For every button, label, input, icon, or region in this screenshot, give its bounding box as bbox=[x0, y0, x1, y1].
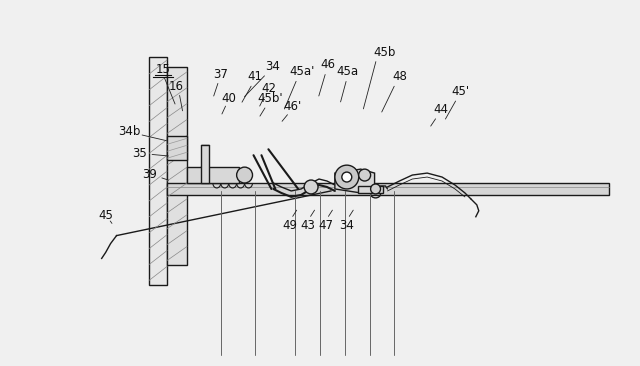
Bar bbox=[358, 186, 383, 193]
Circle shape bbox=[304, 180, 318, 194]
Text: 16: 16 bbox=[168, 80, 184, 93]
Bar bbox=[167, 183, 609, 195]
Text: 45a': 45a' bbox=[289, 66, 315, 78]
Circle shape bbox=[371, 184, 381, 194]
Text: 45b: 45b bbox=[373, 45, 396, 59]
Circle shape bbox=[342, 172, 352, 182]
Bar bbox=[201, 145, 209, 183]
Text: 34b: 34b bbox=[118, 125, 141, 138]
Polygon shape bbox=[335, 169, 374, 193]
Text: 47: 47 bbox=[319, 219, 333, 232]
Text: 49: 49 bbox=[283, 219, 298, 232]
Bar bbox=[167, 137, 187, 160]
Text: 45b': 45b' bbox=[257, 92, 283, 105]
Text: 45': 45' bbox=[452, 85, 470, 98]
Bar bbox=[149, 57, 167, 285]
Text: 37: 37 bbox=[213, 68, 228, 81]
Text: 43: 43 bbox=[301, 219, 316, 232]
Text: 40: 40 bbox=[221, 92, 236, 105]
Text: 44: 44 bbox=[433, 103, 449, 116]
Text: 34: 34 bbox=[265, 60, 280, 74]
Text: 48: 48 bbox=[392, 70, 407, 83]
Text: 39: 39 bbox=[142, 168, 157, 180]
Text: 45a: 45a bbox=[337, 66, 359, 78]
Circle shape bbox=[358, 169, 371, 181]
Circle shape bbox=[237, 167, 253, 183]
Text: 35: 35 bbox=[132, 147, 147, 160]
Text: 42: 42 bbox=[261, 82, 276, 95]
Text: 46': 46' bbox=[283, 100, 301, 113]
Text: 34: 34 bbox=[339, 219, 354, 232]
Bar bbox=[187, 167, 239, 183]
Text: 46: 46 bbox=[321, 59, 335, 71]
Text: 45: 45 bbox=[98, 209, 113, 222]
Text: 41: 41 bbox=[247, 70, 262, 83]
Bar bbox=[167, 67, 187, 265]
Text: 15: 15 bbox=[156, 63, 171, 76]
Circle shape bbox=[335, 165, 358, 189]
